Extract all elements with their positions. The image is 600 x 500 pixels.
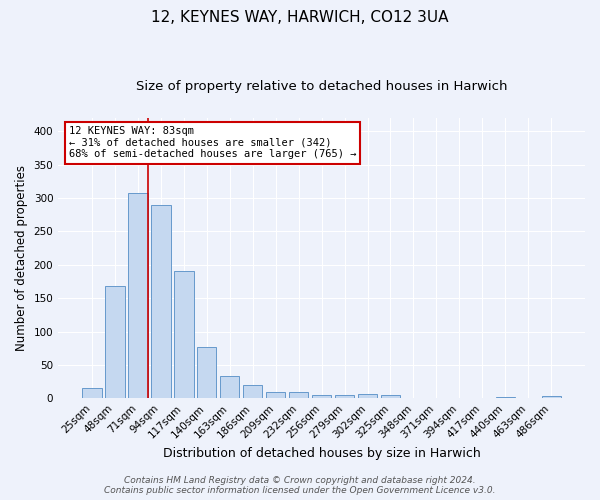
- Bar: [197, 347, 217, 399]
- Bar: [243, 385, 262, 398]
- Bar: [335, 395, 355, 398]
- X-axis label: Distribution of detached houses by size in Harwich: Distribution of detached houses by size …: [163, 447, 481, 460]
- Bar: [312, 395, 331, 398]
- Bar: [496, 397, 515, 398]
- Bar: [358, 394, 377, 398]
- Bar: [82, 388, 101, 398]
- Bar: [289, 392, 308, 398]
- Text: 12 KEYNES WAY: 83sqm
← 31% of detached houses are smaller (342)
68% of semi-deta: 12 KEYNES WAY: 83sqm ← 31% of detached h…: [69, 126, 356, 160]
- Bar: [105, 286, 125, 399]
- Bar: [151, 204, 170, 398]
- Bar: [220, 376, 239, 398]
- Bar: [128, 194, 148, 398]
- Bar: [174, 270, 194, 398]
- Title: Size of property relative to detached houses in Harwich: Size of property relative to detached ho…: [136, 80, 508, 93]
- Text: 12, KEYNES WAY, HARWICH, CO12 3UA: 12, KEYNES WAY, HARWICH, CO12 3UA: [151, 10, 449, 25]
- Bar: [542, 396, 561, 398]
- Y-axis label: Number of detached properties: Number of detached properties: [15, 165, 28, 351]
- Bar: [266, 392, 286, 398]
- Text: Contains HM Land Registry data © Crown copyright and database right 2024.
Contai: Contains HM Land Registry data © Crown c…: [104, 476, 496, 495]
- Bar: [381, 395, 400, 398]
